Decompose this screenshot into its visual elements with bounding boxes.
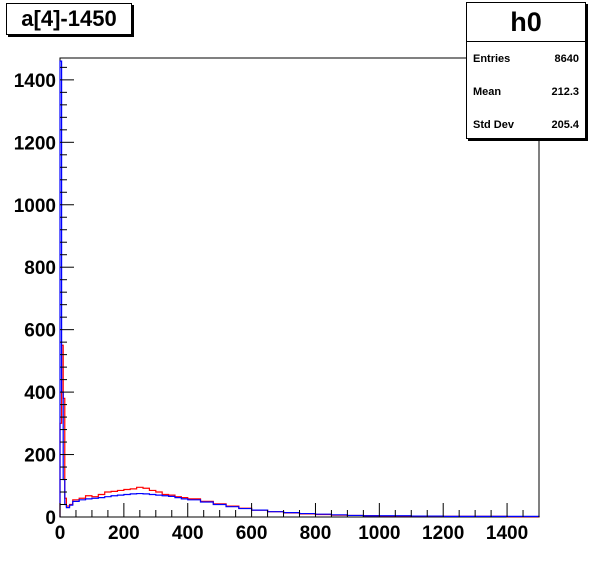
y-tick-label: 600 bbox=[24, 321, 56, 342]
y-tick-label: 800 bbox=[24, 258, 56, 279]
x-tick-label: 0 bbox=[55, 523, 66, 544]
stats-value-mean: 212.3 bbox=[551, 85, 579, 98]
x-tick-label: 1400 bbox=[486, 523, 528, 544]
y-tick-label: 0 bbox=[45, 508, 56, 529]
y-tick-label: 400 bbox=[24, 383, 56, 404]
stats-row-mean: Mean 212.3 bbox=[467, 75, 585, 108]
y-tick-label: 1000 bbox=[14, 196, 56, 217]
y-tick-label: 1200 bbox=[14, 133, 56, 154]
stats-label-stddev: Std Dev bbox=[473, 118, 514, 131]
stats-row-stddev: Std Dev 205.4 bbox=[467, 108, 585, 141]
x-tick-label: 200 bbox=[108, 523, 140, 544]
histogram-series-0 bbox=[59, 344, 540, 518]
chart-title: a[4]-1450 bbox=[21, 6, 117, 31]
x-tick-label: 800 bbox=[300, 523, 332, 544]
stats-label-mean: Mean bbox=[473, 85, 502, 98]
stats-value-stddev: 205.4 bbox=[551, 118, 579, 131]
x-tick-label: 600 bbox=[236, 523, 268, 544]
y-tick-label: 1400 bbox=[14, 71, 56, 92]
chart-title-box: a[4]-1450 bbox=[6, 3, 132, 35]
x-tick-label: 400 bbox=[172, 523, 204, 544]
stats-label-entries: Entries bbox=[473, 52, 511, 65]
stats-value-entries: 8640 bbox=[554, 52, 579, 65]
x-tick-label: 1000 bbox=[358, 523, 400, 544]
x-tick-label: 1200 bbox=[422, 523, 464, 544]
stats-box: h0 Entries 8640 Mean 212.3 Std Dev 205.4 bbox=[466, 2, 586, 139]
stats-histogram-name: h0 bbox=[467, 3, 585, 42]
y-tick-label: 200 bbox=[24, 446, 56, 467]
stats-row-entries: Entries 8640 bbox=[467, 42, 585, 75]
